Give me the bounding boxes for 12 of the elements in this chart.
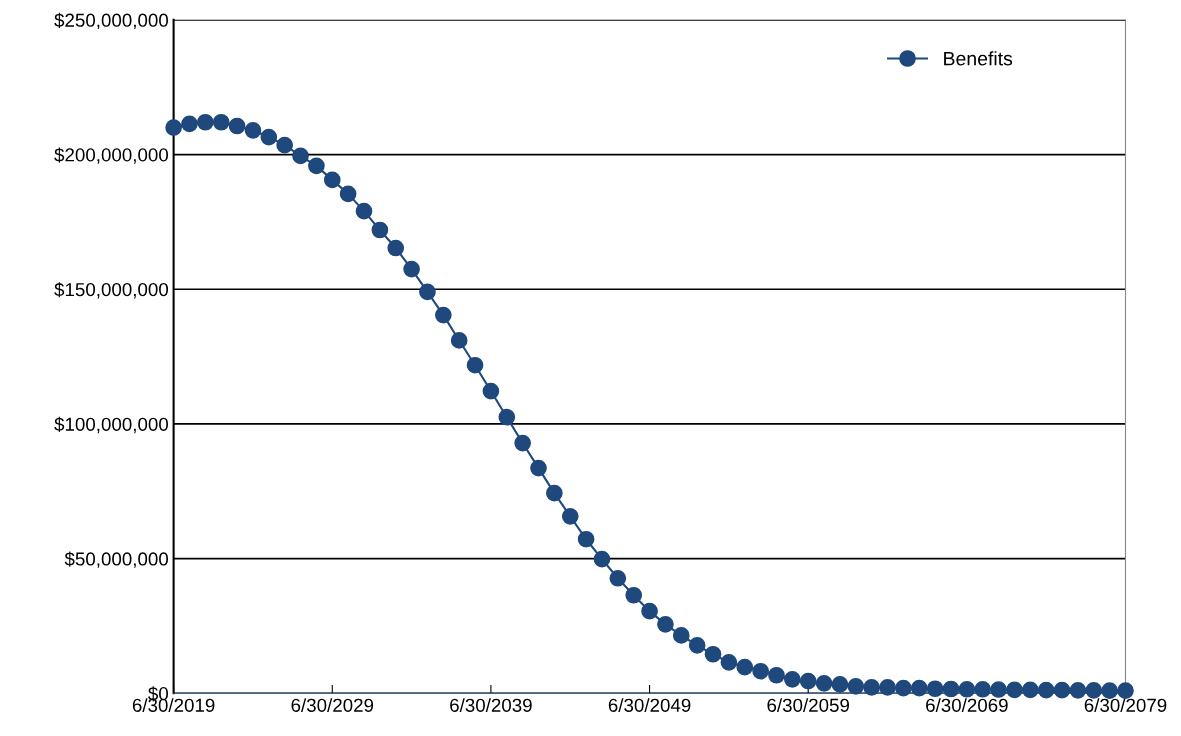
legend-label: Benefits — [944, 51, 1013, 66]
x-tick-label: 6/30/2039 — [450, 698, 532, 712]
x-tick-label: 6/30/2029 — [291, 698, 374, 712]
y-tick-label: $250,000,000 — [54, 12, 169, 30]
x-tick-label: 6/30/2059 — [767, 698, 850, 712]
x-tick-label: 6/30/2069 — [926, 698, 1008, 712]
y-tick-label: $50,000,000 — [64, 551, 169, 568]
x-tick-label: 6/30/2079 — [1084, 698, 1167, 712]
y-tick-label: $150,000,000 — [54, 282, 169, 299]
y-tick-label: $100,000,000 — [54, 416, 169, 434]
x-tick-label: 6/30/2049 — [608, 698, 691, 712]
y-tick-label: $200,000,000 — [54, 147, 169, 164]
